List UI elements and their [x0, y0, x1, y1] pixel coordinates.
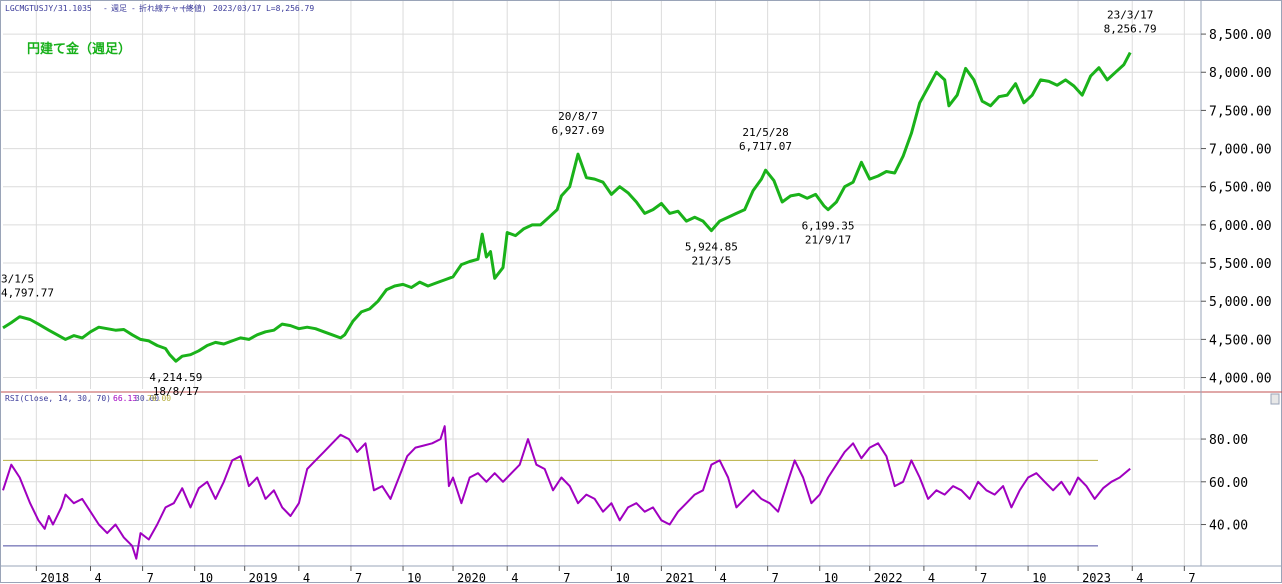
rsi-y-tick-label: 80.00 [1209, 433, 1248, 448]
x-tick-label: 2023 [1082, 571, 1111, 584]
price-y-tick-label: 8,000.00 [1209, 66, 1272, 81]
header-sep1: - [103, 4, 108, 13]
x-tick-label: 4 [720, 571, 727, 584]
annotation-date: 21/9/17 [805, 234, 851, 247]
x-tick-label: 2020 [457, 571, 486, 584]
header-price-type: (終値) [181, 3, 207, 13]
x-axis: 2018 4 7 10 2019 4 7 10 2020 4 7 10 2021 4 7 10 2022 4 7 10… [35, 566, 1196, 584]
price-line [2, 51, 1132, 363]
x-tick-label: 7 [355, 571, 362, 584]
x-tick-label: 10 [824, 571, 838, 584]
annotation-value: 6,927.69 [552, 124, 605, 137]
x-tick-label: 7 [1188, 571, 1195, 584]
header-chart-type: 折れ線チャート [139, 3, 195, 13]
price-y-tick-label: 7,000.00 [1209, 143, 1272, 158]
rsi-y-tick-label: 60.00 [1209, 476, 1248, 491]
x-tick-label: 10 [407, 571, 421, 584]
rsi-bands [3, 459, 1098, 547]
grid-lines [3, 1, 1201, 566]
rsi-y-tick-label: 40.00 [1209, 519, 1248, 534]
x-tick-label: 4 [1136, 571, 1143, 584]
rsi-params: RSI(Close, 14, 30, 70) [5, 394, 111, 403]
rsi-series [2, 425, 1131, 560]
annotation-value: 5,924.85 [685, 241, 738, 254]
x-tick-label: 4 [511, 571, 518, 584]
annotation-date: 18/8/17 [153, 385, 199, 398]
x-tick-label: 7 [563, 571, 570, 584]
header-sep2: - [131, 4, 136, 13]
price-series [2, 51, 1132, 363]
annotation-date: 23/3/17 [1107, 9, 1153, 22]
annotation-value: 6,717.07 [739, 140, 792, 153]
header-symbol: LGCMGTUSJY/31.1035 [5, 4, 92, 13]
annotation-value: 4,797.77 [1, 287, 54, 300]
price-y-tick-label: 6,000.00 [1209, 219, 1272, 234]
annotation-value: 8,256.79 [1104, 23, 1157, 36]
header-last: 2023/03/17 L=8,256.79 [213, 4, 314, 13]
x-tick-label: 2018 [40, 571, 69, 584]
x-tick-label: 4 [303, 571, 310, 584]
x-tick-label: 2021 [665, 571, 694, 584]
x-tick-label: 7 [980, 571, 987, 584]
chart-title: 円建て金（週足） [27, 41, 131, 57]
x-tick-label: 2022 [874, 571, 903, 584]
annotation-date: 3/1/5 [1, 273, 34, 286]
price-y-tick-label: 5,000.00 [1209, 295, 1272, 310]
annotation-date: 20/8/7 [558, 110, 598, 123]
x-tick-label: 10 [1032, 571, 1046, 584]
x-tick-label: 7 [147, 571, 154, 584]
annotation-value: 6,199.35 [802, 220, 855, 233]
scroll-handle[interactable] [1270, 393, 1280, 405]
rsi-upper: 70.00 [147, 394, 171, 403]
x-tick-label: 2019 [249, 571, 278, 584]
panel-borders [1, 1, 1282, 567]
price-y-tick-label: 6,500.00 [1209, 181, 1272, 196]
annotation-date: 21/5/28 [742, 126, 788, 139]
x-tick-label: 10 [199, 571, 213, 584]
price-y-tick-label: 7,500.00 [1209, 104, 1272, 119]
annotation-date: 21/3/5 [692, 255, 732, 268]
annotation-value: 4,214.59 [149, 371, 202, 384]
header-period: 週足 [111, 4, 127, 13]
rsi-lower: 30.00 [135, 394, 159, 403]
price-y-tick-label: 5,500.00 [1209, 257, 1272, 272]
x-tick-label: 7 [772, 571, 779, 584]
rsi-value: 66.13 [113, 394, 137, 403]
price-y-axis: 4,000.00 4,500.00 5,000.00 5,500.00 6,000.00… [1201, 28, 1272, 387]
x-tick-label: 4 [928, 571, 935, 584]
x-tick-label: 10 [615, 571, 629, 584]
x-tick-label: 4 [95, 571, 102, 584]
rsi-line [2, 425, 1131, 560]
rsi-y-axis: 40.00 60.00 80.00 [1201, 433, 1248, 534]
price-y-tick-label: 4,500.00 [1209, 333, 1272, 348]
price-y-tick-label: 8,500.00 [1209, 28, 1272, 43]
price-y-tick-label: 4,000.00 [1209, 372, 1272, 387]
